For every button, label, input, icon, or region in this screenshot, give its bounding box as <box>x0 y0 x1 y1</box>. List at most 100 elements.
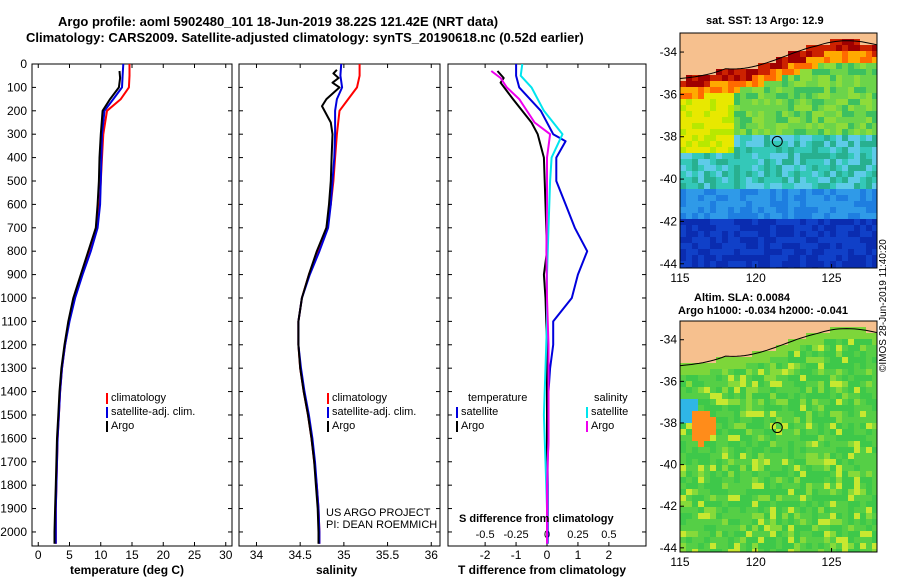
map-cell <box>830 135 836 141</box>
map-cell <box>872 243 877 249</box>
map-cell <box>842 519 848 525</box>
map-cell <box>764 411 770 417</box>
map-cell <box>788 507 794 513</box>
map-cell <box>842 537 848 543</box>
secondary-x-tick-label: -0.5 <box>476 529 495 541</box>
map-cell <box>740 81 746 87</box>
map-cell <box>716 447 722 453</box>
map-cell <box>788 69 794 75</box>
map-cell <box>746 99 752 105</box>
map-cell <box>860 399 866 405</box>
map-cell <box>842 69 848 75</box>
map-cell <box>812 525 818 531</box>
map-cell <box>722 57 728 63</box>
map-cell <box>854 57 860 63</box>
map-cell <box>782 237 788 243</box>
map-cell <box>716 135 722 141</box>
map-cell <box>842 129 848 135</box>
map-cell <box>710 183 716 189</box>
map-cell <box>836 129 842 135</box>
map-cell <box>728 357 734 363</box>
map-cell <box>866 231 872 237</box>
map-cell <box>764 225 770 231</box>
map-cell <box>752 453 758 459</box>
map-cell <box>758 135 764 141</box>
map-cell <box>728 249 734 255</box>
map-cell <box>746 141 752 147</box>
map-cell <box>836 525 842 531</box>
map-cell <box>824 405 830 411</box>
map-cell <box>740 417 746 423</box>
salinity-panel-frame <box>238 63 441 547</box>
map-cell <box>806 117 812 123</box>
map-cell <box>776 381 782 387</box>
map-cell <box>782 51 788 57</box>
map-cell <box>752 171 758 177</box>
map-cell <box>842 225 848 231</box>
map-cell <box>788 321 794 327</box>
map-cell <box>788 129 794 135</box>
map-cell <box>842 393 848 399</box>
map-cell <box>818 357 824 363</box>
map-cell <box>710 129 716 135</box>
map-cell <box>836 441 842 447</box>
map-cell <box>680 465 686 471</box>
map-cell <box>722 471 728 477</box>
map-cell <box>704 33 710 39</box>
map-cell <box>812 51 818 57</box>
map-cell <box>806 243 812 249</box>
map-cell <box>752 141 758 147</box>
map-cell <box>776 327 782 333</box>
map-cell <box>722 63 728 69</box>
map-cell <box>854 405 860 411</box>
map-cell <box>830 183 836 189</box>
map-cell <box>812 351 818 357</box>
map-cell <box>782 327 788 333</box>
map-cell <box>758 111 764 117</box>
map-cell <box>866 141 872 147</box>
map-cell <box>872 531 877 537</box>
map-cell <box>770 63 776 69</box>
map-cell <box>698 441 704 447</box>
map-cell <box>854 453 860 459</box>
map-cell <box>722 111 728 117</box>
map-cell <box>854 525 860 531</box>
map-cell <box>758 519 764 525</box>
map-cell <box>836 231 842 237</box>
map-cell <box>788 39 794 45</box>
map-cell <box>752 117 758 123</box>
map-cell <box>710 549 716 552</box>
map-cell <box>776 435 782 441</box>
map-cell <box>872 519 877 525</box>
map-cell <box>866 51 872 57</box>
map-cell <box>704 471 710 477</box>
map-cell <box>794 531 800 537</box>
map-cell <box>824 423 830 429</box>
map-cell <box>830 147 836 153</box>
legend-item-temp-argo: Argo <box>456 419 527 433</box>
map-cell <box>734 183 740 189</box>
map-cell <box>758 351 764 357</box>
map-cell <box>812 339 818 345</box>
map-cell <box>782 447 788 453</box>
map-cell <box>776 357 782 363</box>
map-cell <box>872 165 877 171</box>
map-cell <box>848 153 854 159</box>
map-cell <box>728 33 734 39</box>
map-cell <box>800 369 806 375</box>
map-cell <box>848 345 854 351</box>
map-cell <box>836 81 842 87</box>
map-cell <box>806 171 812 177</box>
map-cell <box>752 177 758 183</box>
map-cell <box>680 111 686 117</box>
map-cell <box>830 399 836 405</box>
map-cell <box>752 459 758 465</box>
map-cell <box>740 477 746 483</box>
map-cell <box>794 495 800 501</box>
map-cell <box>758 429 764 435</box>
map-cell <box>842 171 848 177</box>
map-cell <box>710 225 716 231</box>
map-cell <box>764 441 770 447</box>
map-cell <box>800 429 806 435</box>
map-cell <box>716 471 722 477</box>
